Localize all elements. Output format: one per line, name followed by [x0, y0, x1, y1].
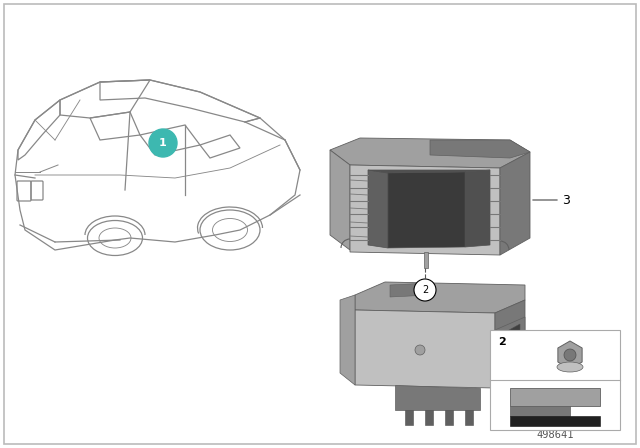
Bar	[490, 330, 620, 430]
Text: 1: 1	[557, 344, 565, 357]
Text: 1: 1	[159, 138, 167, 148]
Bar	[445, 410, 453, 425]
Polygon shape	[355, 310, 495, 388]
Polygon shape	[424, 252, 428, 268]
Polygon shape	[340, 295, 355, 385]
Polygon shape	[350, 165, 500, 255]
Polygon shape	[388, 172, 465, 248]
Polygon shape	[510, 406, 570, 416]
Circle shape	[414, 279, 436, 301]
Polygon shape	[330, 150, 350, 250]
Bar	[425, 410, 433, 425]
Polygon shape	[510, 388, 600, 406]
Text: 498641: 498641	[536, 430, 573, 440]
Circle shape	[149, 129, 177, 157]
Polygon shape	[495, 300, 525, 388]
Bar	[405, 410, 413, 425]
Bar	[465, 410, 473, 425]
Polygon shape	[355, 282, 525, 313]
Text: 2: 2	[422, 285, 428, 295]
Bar	[510, 416, 600, 426]
Polygon shape	[390, 283, 430, 297]
Text: 3: 3	[562, 194, 570, 207]
Polygon shape	[465, 170, 490, 247]
Text: 2: 2	[498, 337, 506, 347]
Polygon shape	[500, 152, 530, 255]
Polygon shape	[495, 317, 525, 368]
Polygon shape	[500, 324, 520, 361]
Polygon shape	[368, 170, 388, 248]
Polygon shape	[430, 140, 530, 158]
Polygon shape	[330, 138, 530, 168]
Circle shape	[415, 345, 425, 355]
Polygon shape	[395, 385, 480, 410]
Polygon shape	[368, 170, 490, 173]
Ellipse shape	[557, 362, 583, 372]
Circle shape	[564, 349, 576, 361]
